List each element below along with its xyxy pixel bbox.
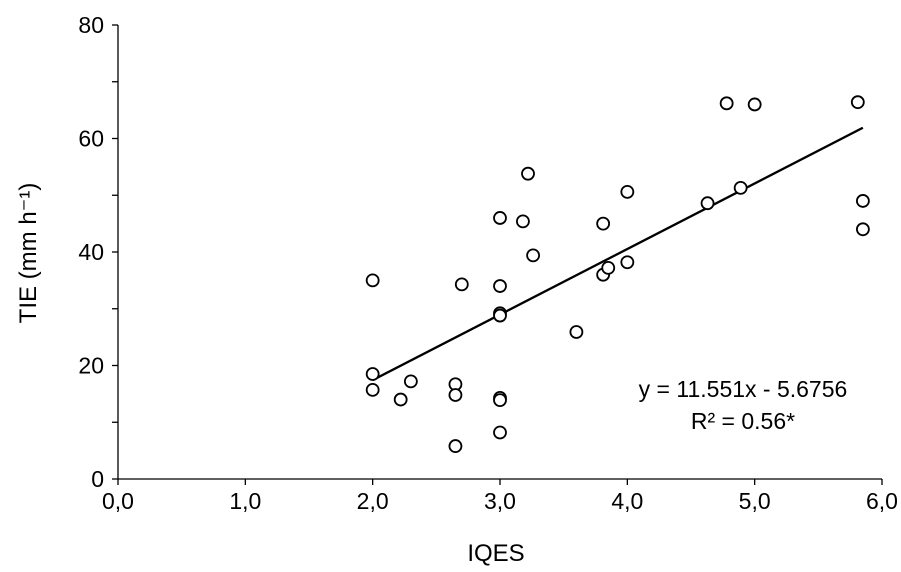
data-point [493, 425, 507, 440]
data-point [620, 184, 635, 199]
x-axis-label: IQES [467, 540, 524, 567]
data-point [850, 95, 865, 110]
trendline [372, 126, 864, 382]
data-points [365, 95, 870, 453]
data-point [493, 308, 507, 323]
data-point [521, 166, 535, 181]
data-point [393, 392, 408, 407]
data-point [856, 194, 870, 208]
x-tick-label: 2,0 [357, 488, 389, 514]
data-point [601, 260, 616, 275]
trendline-equation: y = 11.551x - 5.6756 [639, 376, 848, 402]
x-tick-label: 3,0 [484, 488, 516, 514]
data-point [526, 248, 541, 263]
y-tick-label: 40 [78, 239, 104, 265]
data-point [856, 222, 870, 237]
data-point [596, 216, 611, 231]
data-point [700, 196, 715, 211]
data-point [493, 211, 507, 225]
y-tick-label: 80 [78, 12, 104, 38]
data-point [365, 367, 380, 381]
x-tick-label: 1,0 [229, 488, 261, 514]
y-axis-label: TIE (mm h⁻¹) [15, 183, 42, 324]
y-tick-label: 0 [91, 466, 104, 492]
data-point [403, 374, 418, 389]
data-point [365, 273, 380, 288]
data-point [569, 325, 584, 339]
data-point [620, 255, 635, 270]
data-point [516, 214, 530, 229]
r-squared-label: R² = 0.56* [691, 408, 795, 434]
data-point [733, 180, 748, 195]
x-tick-label: 6,0 [866, 488, 898, 514]
data-point [493, 279, 507, 293]
data-point [448, 439, 463, 453]
x-tick-label: 5,0 [739, 488, 771, 514]
y-tick-label: 60 [78, 126, 104, 152]
data-point [454, 277, 469, 292]
x-tick-label: 4,0 [611, 488, 643, 514]
data-point [719, 96, 734, 111]
y-axis-ticks: 0 20 40 60 80 [78, 12, 118, 492]
x-tick-label: 0,0 [102, 488, 134, 514]
data-point [747, 97, 762, 112]
y-tick-label: 20 [78, 353, 104, 379]
x-axis-ticks: 0,0 1,0 2,0 3,0 4,0 5,0 6,0 [102, 479, 898, 514]
data-point [448, 388, 463, 402]
data-point [365, 383, 380, 397]
data-point [493, 393, 507, 408]
